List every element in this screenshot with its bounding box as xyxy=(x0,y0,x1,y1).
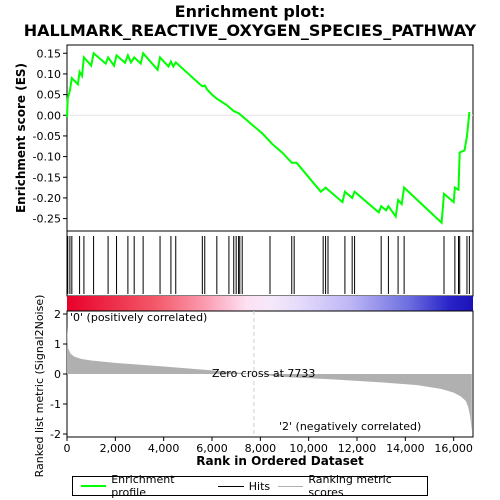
metric-y-tick-label: 2 xyxy=(54,308,61,321)
hits-lines xyxy=(67,236,470,294)
es-y-tick-label: 0.15 xyxy=(37,47,62,60)
legend-hits-swatch xyxy=(217,485,244,487)
es-y-axis-label: Enrichment score (ES) xyxy=(14,63,28,213)
zero-cross-label: Zero cross at 7733 xyxy=(212,367,315,380)
metric-y-tick-label: 0 xyxy=(54,368,61,381)
chart-title-line1: Enrichment plot: xyxy=(174,2,326,21)
x-tick-label: 16,000 xyxy=(434,442,473,455)
es-y-tick-label: -0.05 xyxy=(33,130,61,143)
legend-metric-swatch xyxy=(278,485,304,487)
positive-correlation-label: '0' (positively correlated) xyxy=(70,311,207,324)
x-tick-label: 14,000 xyxy=(386,442,425,455)
chart-title: Enrichment plot: HALLMARK_REACTIVE_OXYGE… xyxy=(0,2,500,40)
x-tick-label: 2,000 xyxy=(100,442,132,455)
negative-correlation-label: '2' (negatively correlated) xyxy=(279,420,421,433)
legend-hits-label: Hits xyxy=(248,479,271,493)
x-tick-label: 10,000 xyxy=(289,442,328,455)
es-y-tick-label: -0.25 xyxy=(33,213,61,226)
es-y-ticks: 0.15 0.10 0.05 0.00 -0.05 -0.10 -0.15 -0.20 -0.2… xyxy=(33,47,67,226)
legend-metric-label: Ranking metric scores xyxy=(308,473,392,499)
legend-item-enrichment: Enrichment profile xyxy=(81,473,210,499)
hits-panel xyxy=(66,230,474,297)
color-bar-gradient xyxy=(67,296,473,311)
x-tick-label: 12,000 xyxy=(338,442,377,455)
chart-title-line2: HALLMARK_REACTIVE_OXYGEN_SPECIES_PATHWAY xyxy=(23,21,477,40)
x-tick-label: 6,000 xyxy=(196,442,228,455)
es-y-tick-label: -0.10 xyxy=(33,151,61,164)
metric-panel: 2 1 0 -1 -2 0 2,000 4,000 6,000 8,000 10,000 12,00… xyxy=(50,308,474,455)
metric-y-axis-label: Ranked list metric (Signal2Noise) xyxy=(33,295,46,478)
es-y-tick-label: 0.10 xyxy=(37,68,62,81)
es-panel-frame xyxy=(66,44,474,232)
legend-enrichment-label: Enrichment profile xyxy=(111,473,175,499)
metric-y-tick-label: -1 xyxy=(50,398,61,411)
x-tick-label: 0 xyxy=(64,442,71,455)
es-y-tick-label: 0.05 xyxy=(37,89,62,102)
es-y-tick-label: -0.15 xyxy=(33,171,61,184)
enrichment-profile-line xyxy=(66,51,471,225)
metric-x-ticks: 0 2,000 4,000 6,000 8,000 10,000 12,000 14,000 1… xyxy=(64,437,473,455)
legend: Enrichment profile Hits Ranking metric s… xyxy=(72,473,428,499)
es-y-tick-label: 0.00 xyxy=(37,109,62,122)
legend-enrichment-swatch xyxy=(81,485,107,487)
x-tick-label: 4,000 xyxy=(148,442,180,455)
legend-item-hits: Hits xyxy=(217,479,271,493)
es-y-tick-label: -0.20 xyxy=(33,192,61,205)
metric-y-tick-label: -2 xyxy=(50,428,61,441)
x-axis-label: Rank in Ordered Dataset xyxy=(196,454,364,468)
metric-y-tick-label: 1 xyxy=(54,338,61,351)
legend-item-metric: Ranking metric scores xyxy=(278,473,427,499)
ranking-metric-area xyxy=(67,326,472,431)
metric-y-ticks: 2 1 0 -1 -2 xyxy=(50,308,67,441)
rank-color-bar xyxy=(67,296,473,311)
x-tick-label: 8,000 xyxy=(245,442,277,455)
es-panel: 0.15 0.10 0.05 0.00 -0.05 -0.10 -0.15 -0.20 -0.2… xyxy=(33,44,474,232)
